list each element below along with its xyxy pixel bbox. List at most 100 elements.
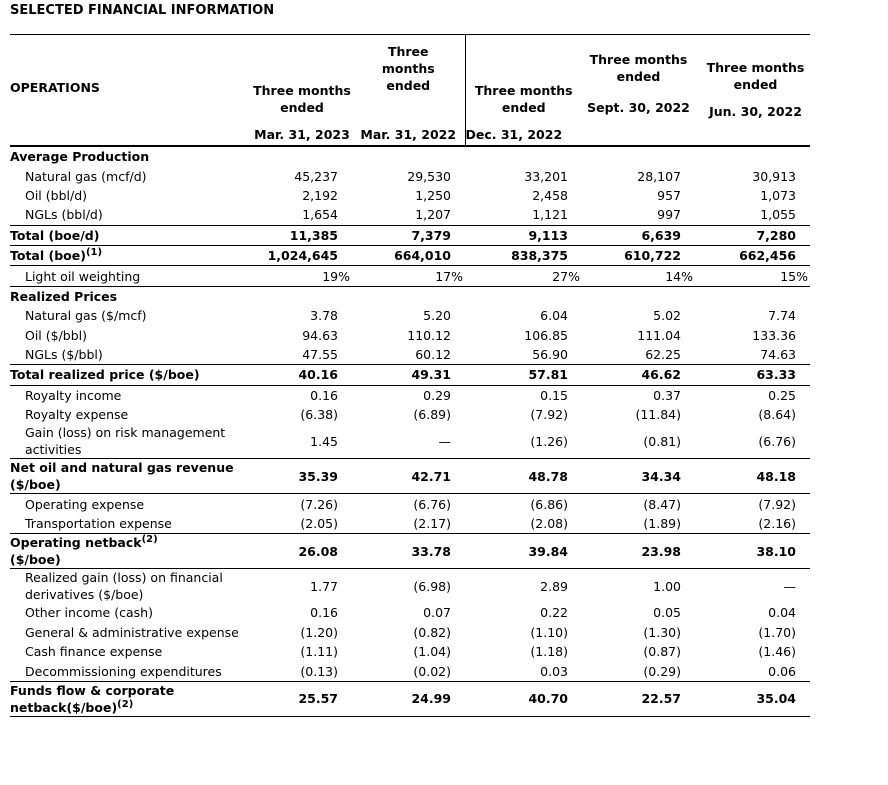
cell-value: (0.81) bbox=[643, 433, 681, 449]
cell-value: (6.76) bbox=[758, 433, 796, 449]
cell-value: 22.57 bbox=[582, 680, 695, 717]
cell-value: 39.84 bbox=[465, 533, 582, 570]
cell-value: (2.08) bbox=[530, 516, 568, 532]
cell-value: (1.11) bbox=[300, 644, 338, 660]
row-label: NGLs (bbl/d) bbox=[10, 205, 242, 225]
cell-value: (0.13) bbox=[300, 663, 338, 679]
cell-value: 1,207 bbox=[415, 207, 451, 223]
cell-value: (2.16) bbox=[758, 516, 796, 532]
cell-value: 60.12 bbox=[415, 347, 451, 363]
cell-value: 1.77 bbox=[310, 578, 338, 594]
cell-value: 0.06 bbox=[768, 663, 796, 679]
column-heading: Three months ended bbox=[381, 44, 435, 93]
cell-value: 1,250 bbox=[415, 187, 451, 203]
column-heading: Three months ended bbox=[706, 60, 805, 92]
cell-value: 1.45 bbox=[310, 433, 338, 449]
table-row: Operating netback(2) ($/boe) 26.08 33.78 39.… bbox=[10, 533, 810, 570]
label-text: Transportation expense bbox=[25, 516, 172, 532]
cell-value: 40.16 bbox=[242, 364, 352, 386]
cell-value: (1.30) bbox=[643, 624, 681, 640]
row-label: Other income (cash) bbox=[10, 603, 242, 622]
label-text: Net oil and natural gas revenue ($/boe) bbox=[10, 460, 234, 493]
cell-value: 110.12 bbox=[407, 327, 451, 343]
cell-value: 957 bbox=[657, 187, 681, 203]
table-row: Natural gas ($/mcf) 3.78 5.20 6.04 5.02 7.74 bbox=[10, 306, 810, 325]
cell-value: — bbox=[783, 578, 797, 594]
cell-value: 5.02 bbox=[653, 308, 681, 324]
cell-value: (2.05) bbox=[300, 516, 338, 532]
label-text: Funds flow & corporate netback($/boe) bbox=[10, 682, 175, 715]
label-text: Royalty income bbox=[25, 387, 122, 403]
label-text: ($/boe) bbox=[10, 552, 61, 568]
cell-value: (7.92) bbox=[530, 407, 568, 423]
empty-cell bbox=[695, 286, 810, 306]
row-label: General & administrative expense bbox=[10, 623, 242, 642]
label-text: Average Production bbox=[10, 149, 150, 165]
cell-value: 40.70 bbox=[465, 680, 582, 717]
cell-value: 662,456 bbox=[695, 244, 810, 267]
column-date: Mar. 31, 2022 bbox=[360, 127, 457, 142]
row-label: Natural gas ($/mcf) bbox=[10, 306, 242, 325]
cell-value: 46.62 bbox=[582, 364, 695, 386]
column-date: Sept. 30, 2022 bbox=[587, 100, 690, 115]
cell-value: 2.89 bbox=[540, 578, 568, 594]
cell-value: (6.76) bbox=[413, 496, 451, 512]
cell-value: 48.18 bbox=[695, 458, 810, 495]
label-text: Realized gain (loss) on financial deriva… bbox=[25, 570, 223, 603]
cell-value: 7,280 bbox=[695, 224, 810, 246]
row-label: Realized Prices bbox=[10, 286, 242, 306]
cell-value: 0.03 bbox=[540, 663, 568, 679]
cell-value: 45,237 bbox=[294, 168, 338, 184]
label-text: General & administrative expense bbox=[25, 624, 239, 640]
table-row: Total (boe/d) 11,385 7,379 9,113 6,639 7,280 bbox=[10, 224, 810, 246]
row-label: Net oil and natural gas revenue ($/boe) bbox=[10, 458, 242, 495]
row-label: Oil ($/bbl) bbox=[10, 326, 242, 345]
table-row: Royalty income 0.16 0.29 0.15 0.37 0.25 bbox=[10, 385, 810, 405]
cell-value: (8.47) bbox=[643, 496, 681, 512]
header-box: Three months ended Mar. 31, 2022 bbox=[352, 41, 465, 145]
row-label: Oil (bbl/d) bbox=[10, 186, 242, 205]
cell-value: 106.85 bbox=[524, 327, 568, 343]
cell-value: 19% bbox=[242, 265, 352, 287]
label-text: Total (boe) bbox=[10, 248, 86, 264]
cell-value: 0.07 bbox=[423, 605, 451, 621]
table-row: Funds flow & corporate netback($/boe)(2)… bbox=[10, 680, 810, 717]
cell-value: 664,010 bbox=[352, 244, 465, 267]
column-heading: Three months ended bbox=[253, 83, 351, 115]
cell-value: (8.64) bbox=[758, 407, 796, 423]
cell-value: 0.05 bbox=[653, 605, 681, 621]
row-label: Decommissioning expenditures bbox=[10, 661, 242, 681]
cell-value: (11.84) bbox=[635, 407, 681, 423]
empty-cell bbox=[582, 146, 695, 166]
cell-value: (0.02) bbox=[413, 663, 451, 679]
cell-value: (6.89) bbox=[413, 407, 451, 423]
cell-value: 38.10 bbox=[695, 533, 810, 570]
cell-value: (1.04) bbox=[413, 644, 451, 660]
label-text: Gain (loss) on risk management activitie… bbox=[25, 425, 226, 458]
cell-value: 7.74 bbox=[768, 308, 796, 324]
cell-value: 35.39 bbox=[242, 458, 352, 495]
column-date: Mar. 31, 2023 bbox=[254, 127, 350, 142]
cell-value: 0.16 bbox=[310, 605, 338, 621]
column-header: Three months ended Dec. 31, 2022 bbox=[464, 34, 583, 147]
empty-cell bbox=[352, 286, 465, 306]
row-label: Royalty expense bbox=[10, 405, 242, 424]
cell-value: 94.63 bbox=[302, 327, 338, 343]
cell-value: 7,379 bbox=[352, 224, 465, 246]
cell-value: 1,073 bbox=[760, 187, 796, 203]
cell-value: (6.98) bbox=[413, 578, 451, 594]
header-box: Three months ended Sept. 30, 2022 bbox=[582, 41, 695, 145]
label-text: Other income (cash) bbox=[25, 605, 153, 621]
column-header: Three months ended Jun. 30, 2022 bbox=[695, 34, 810, 147]
cell-value: 62.25 bbox=[645, 347, 681, 363]
cell-value: 2,458 bbox=[532, 187, 568, 203]
cell-value: (1.18) bbox=[530, 644, 568, 660]
label-text: Light oil weighting bbox=[25, 268, 141, 284]
cell-value: 33,201 bbox=[524, 168, 568, 184]
cell-value: 1,024,645 bbox=[242, 244, 352, 267]
header-box: Three months ended Dec. 31, 2022 bbox=[466, 41, 583, 145]
cell-value: 0.16 bbox=[310, 387, 338, 403]
cell-value: 1,121 bbox=[532, 207, 568, 223]
cell-value: 5.20 bbox=[423, 308, 451, 324]
cell-value: 35.04 bbox=[695, 680, 810, 717]
